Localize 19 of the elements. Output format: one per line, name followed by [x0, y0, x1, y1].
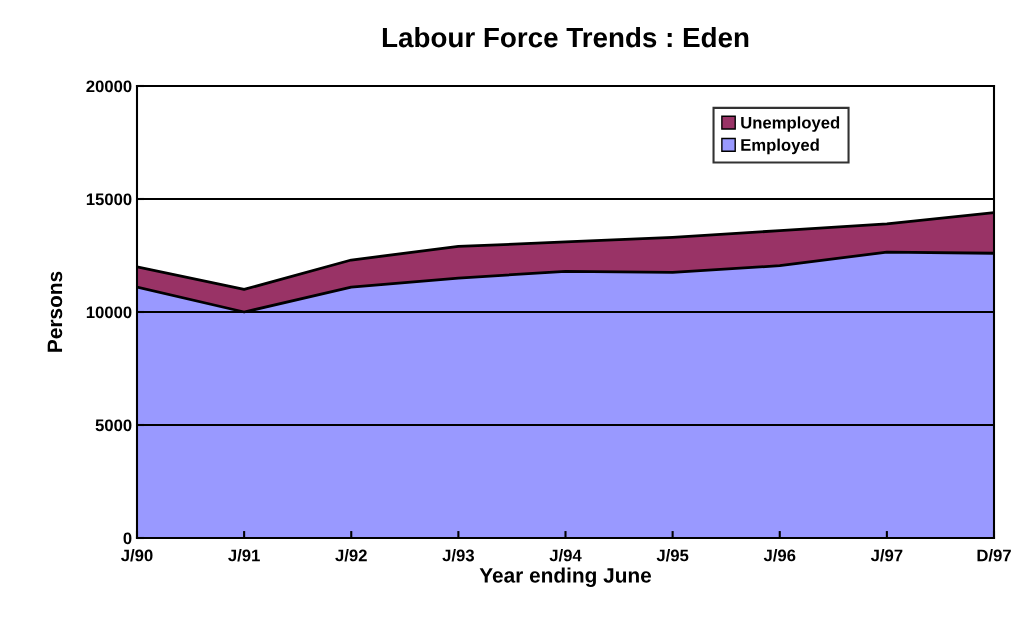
y-axis-title: Persons: [47, 271, 63, 352]
legend-label: Employed: [741, 138, 819, 155]
x-tick-label: J/96: [763, 549, 796, 562]
x-tick-label: J/94: [549, 549, 582, 562]
legend-label: Unemployed: [741, 116, 840, 132]
x-tick-label: J/97: [870, 549, 903, 562]
x-tick-label: J/90: [121, 549, 153, 562]
x-tick-label: J/95: [656, 549, 689, 562]
y-tick-label: 0: [123, 532, 132, 545]
chart-title: Labour Force Trends : Eden: [382, 26, 749, 48]
x-tick-label: J/92: [335, 549, 367, 562]
x-tick-label: D/97: [977, 549, 1011, 562]
y-tick-label: 10000: [86, 306, 132, 319]
y-tick-label: 20000: [86, 80, 132, 93]
x-tick-label: J/91: [228, 549, 260, 562]
x-axis-title: Year ending June: [479, 567, 652, 587]
y-tick-label: 5000: [95, 419, 132, 432]
y-tick-label: 15000: [86, 193, 132, 206]
x-tick-label: J/93: [442, 549, 474, 562]
